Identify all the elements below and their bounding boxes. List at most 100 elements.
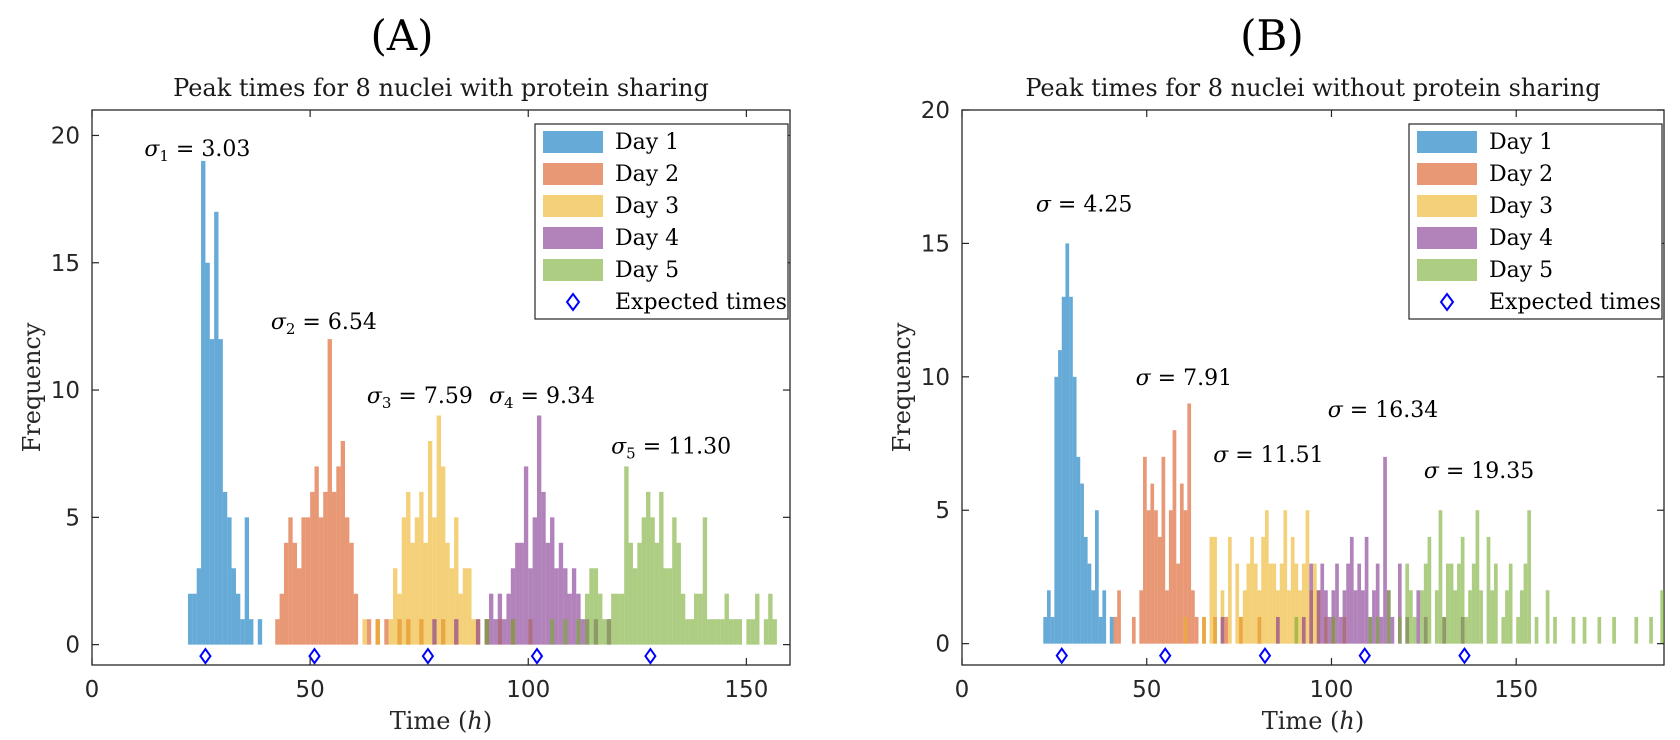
bar <box>632 568 638 645</box>
bar <box>1261 536 1265 644</box>
bar <box>301 517 306 645</box>
bar <box>1375 616 1380 644</box>
bar <box>1091 590 1096 644</box>
bar <box>1131 616 1136 644</box>
bar <box>419 491 424 645</box>
bar <box>235 593 241 645</box>
bar <box>1501 616 1506 644</box>
bar <box>680 593 686 645</box>
bar <box>493 619 498 645</box>
x-axis-label: Time (h) <box>390 707 492 735</box>
bar <box>619 593 625 645</box>
bar <box>1353 590 1358 644</box>
bar <box>1283 510 1288 644</box>
bar <box>1268 563 1273 644</box>
x-tick-label: 150 <box>1494 677 1538 703</box>
bar <box>515 542 520 645</box>
x-tick-label: 0 <box>85 677 100 703</box>
bar <box>1069 296 1073 644</box>
bar <box>506 593 511 645</box>
bar <box>576 619 581 645</box>
bar <box>1309 563 1313 644</box>
bar <box>1083 536 1088 644</box>
bar <box>1438 510 1443 644</box>
bar <box>449 568 455 645</box>
bar <box>1242 590 1247 644</box>
sigma-annotation: σ = 11.51 <box>1213 443 1323 468</box>
bar <box>550 619 555 645</box>
bar <box>427 440 433 645</box>
bar <box>1046 590 1051 644</box>
bar <box>1220 616 1225 644</box>
bar <box>550 517 555 645</box>
bar <box>393 568 398 645</box>
bar <box>611 593 616 645</box>
legend-swatch <box>1417 195 1477 217</box>
y-axis-label: Frequency <box>888 322 916 452</box>
bar <box>1065 243 1070 644</box>
bar <box>659 491 664 645</box>
bar <box>1464 616 1469 644</box>
bar <box>340 440 346 645</box>
sigma-annotation: σ3 = 7.59 <box>367 384 473 412</box>
bar <box>462 568 468 645</box>
bar <box>528 568 533 645</box>
bar <box>1072 376 1077 644</box>
y-tick-label: 15 <box>921 231 950 257</box>
bar <box>1634 616 1639 644</box>
bar <box>567 593 572 645</box>
bar <box>1516 616 1520 644</box>
bar <box>1486 536 1491 644</box>
bar <box>720 619 725 645</box>
bar <box>1320 563 1325 644</box>
bar <box>1338 616 1343 644</box>
bar <box>698 593 703 645</box>
legend-swatch <box>543 259 603 281</box>
legend-swatch <box>543 195 603 217</box>
series-day-5 <box>1294 510 1664 644</box>
bar <box>1519 590 1524 644</box>
bar <box>1553 616 1557 644</box>
bar <box>1649 616 1653 644</box>
bar <box>1257 590 1262 644</box>
bar <box>1523 563 1528 644</box>
bar <box>1545 590 1550 644</box>
bar <box>1383 456 1387 644</box>
bar <box>327 339 332 645</box>
bar <box>1157 536 1162 644</box>
bar <box>1453 590 1458 644</box>
bar <box>707 619 712 645</box>
sigma-annotation: σ4 = 9.34 <box>489 384 595 412</box>
bar <box>532 517 537 645</box>
legend-swatch <box>1417 259 1477 281</box>
bar <box>484 619 489 645</box>
bar <box>536 415 542 645</box>
bar <box>519 542 524 645</box>
legend-label: Day 1 <box>1489 130 1553 155</box>
bar <box>1386 590 1391 644</box>
legend-swatch <box>1417 131 1477 153</box>
expected-time-marker <box>530 647 544 665</box>
legend-label: Day 5 <box>1489 258 1553 283</box>
bar <box>637 542 642 645</box>
bar <box>1272 563 1277 644</box>
bar <box>1331 616 1336 644</box>
legend-swatch <box>1417 227 1477 249</box>
y-tick-label: 5 <box>935 498 950 524</box>
sigma-annotation: σ = 16.34 <box>1328 398 1438 423</box>
y-tick-label: 0 <box>65 633 80 659</box>
bar <box>432 517 437 645</box>
legend-label: Day 3 <box>615 194 679 219</box>
bar <box>214 211 219 645</box>
bar <box>1087 563 1092 644</box>
bar <box>467 568 472 645</box>
bar <box>1294 563 1299 644</box>
legend-label: Day 1 <box>615 130 679 155</box>
bar <box>1194 616 1199 644</box>
bar <box>222 491 228 645</box>
bar <box>1534 616 1539 644</box>
bar <box>471 619 476 645</box>
expected-time-marker <box>421 647 435 665</box>
bar <box>1228 536 1232 644</box>
expected-time-marker <box>1358 646 1371 665</box>
